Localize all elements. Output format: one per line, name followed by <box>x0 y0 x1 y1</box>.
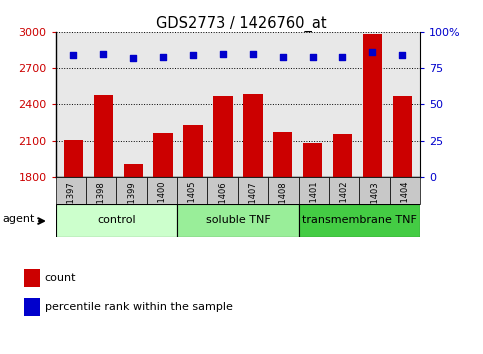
Text: soluble TNF: soluble TNF <box>205 215 270 225</box>
Bar <box>393 96 412 177</box>
Bar <box>86 177 116 204</box>
Text: GSM101399: GSM101399 <box>127 181 136 232</box>
Text: GSM101403: GSM101403 <box>370 181 379 232</box>
Bar <box>154 133 173 177</box>
Point <box>369 49 376 55</box>
Text: agent: agent <box>3 214 35 224</box>
Bar <box>177 177 208 204</box>
Point <box>70 52 77 58</box>
Bar <box>116 177 147 204</box>
Text: GSM101404: GSM101404 <box>400 181 410 232</box>
Text: percentile rank within the sample: percentile rank within the sample <box>44 302 232 313</box>
Text: GSM101397: GSM101397 <box>66 181 75 232</box>
Text: GSM101398: GSM101398 <box>97 181 106 232</box>
Bar <box>238 177 268 204</box>
Bar <box>298 204 420 237</box>
Text: control: control <box>97 215 136 225</box>
Point <box>129 55 137 61</box>
Point <box>279 54 286 59</box>
Bar <box>268 177 298 204</box>
Bar <box>333 134 352 177</box>
Bar <box>147 177 177 204</box>
Text: GSM101402: GSM101402 <box>340 181 349 232</box>
Bar <box>363 34 382 177</box>
Point <box>99 51 107 57</box>
Bar <box>208 177 238 204</box>
Point <box>309 54 316 59</box>
Text: GSM101400: GSM101400 <box>157 181 167 232</box>
Point <box>219 51 227 57</box>
Bar <box>184 125 203 177</box>
Text: count: count <box>44 273 76 283</box>
Point <box>189 52 197 58</box>
Bar <box>177 204 298 237</box>
Bar <box>56 204 177 237</box>
Bar <box>64 140 83 177</box>
Bar <box>298 177 329 204</box>
Bar <box>390 177 420 204</box>
Text: GSM101406: GSM101406 <box>218 181 227 232</box>
Bar <box>273 132 292 177</box>
Bar <box>213 96 233 177</box>
Bar <box>329 177 359 204</box>
Bar <box>24 269 40 287</box>
Text: GDS2773 / 1426760_at: GDS2773 / 1426760_at <box>156 16 327 32</box>
Point <box>249 51 256 57</box>
Point <box>339 54 346 59</box>
Bar <box>359 177 390 204</box>
Text: GSM101407: GSM101407 <box>249 181 257 232</box>
Text: GSM101408: GSM101408 <box>279 181 288 232</box>
Bar <box>124 164 143 177</box>
Bar <box>24 298 40 316</box>
Bar <box>56 177 86 204</box>
Bar <box>303 143 322 177</box>
Text: GSM101401: GSM101401 <box>309 181 318 232</box>
Bar <box>243 93 263 177</box>
Point <box>398 52 406 58</box>
Bar <box>94 95 113 177</box>
Point <box>159 54 167 59</box>
Text: GSM101405: GSM101405 <box>188 181 197 232</box>
Text: transmembrane TNF: transmembrane TNF <box>302 215 417 225</box>
